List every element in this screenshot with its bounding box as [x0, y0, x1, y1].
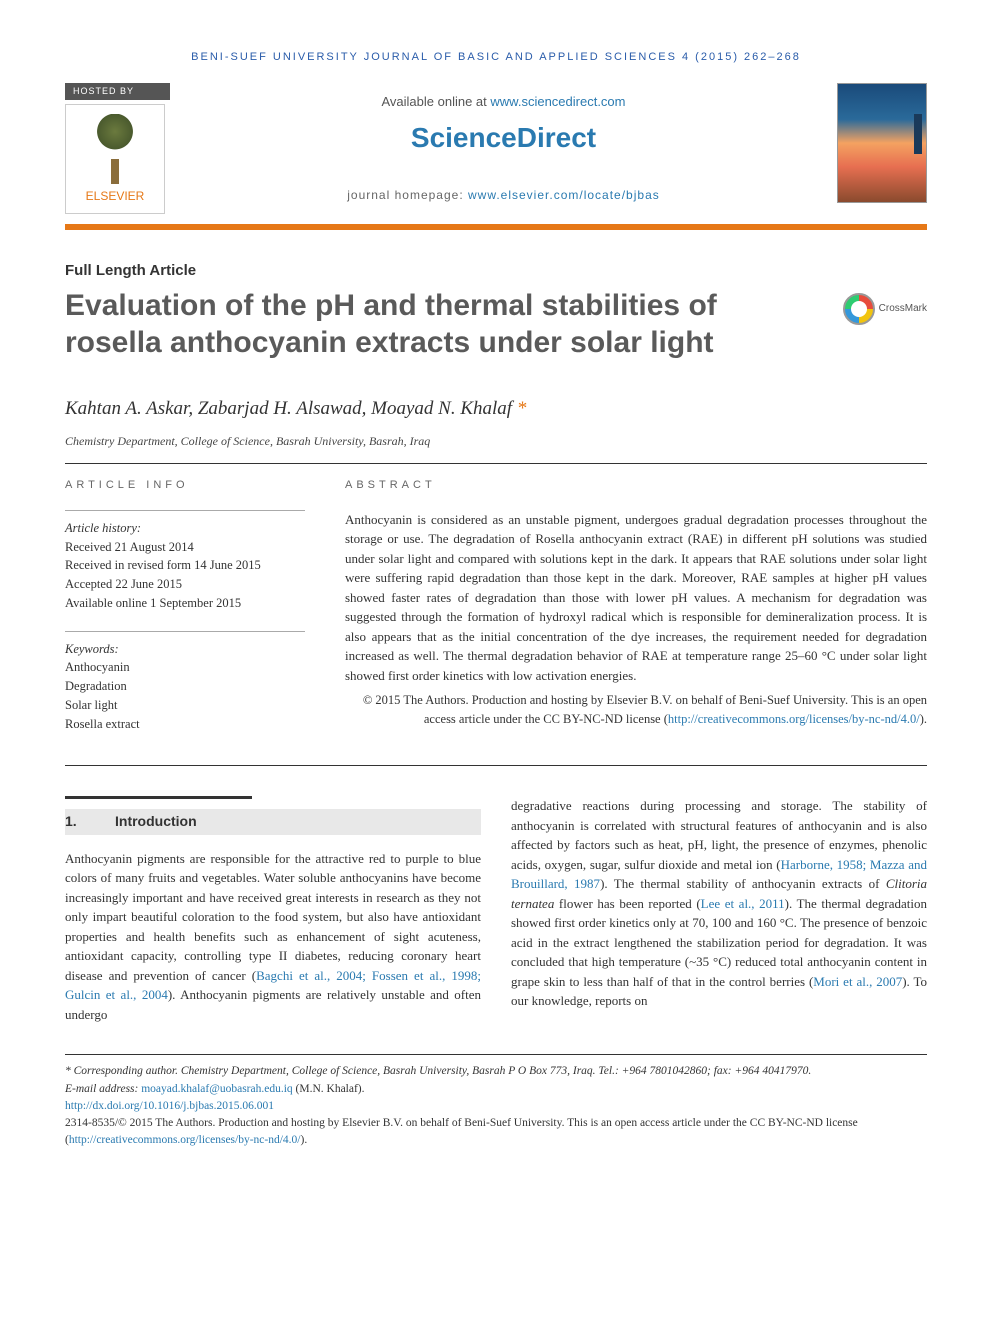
body-paragraph: Anthocyanin pigments are responsible for…: [65, 849, 481, 1025]
keyword: Rosella extract: [65, 715, 305, 734]
elsevier-logo[interactable]: ELSEVIER: [65, 104, 165, 214]
journal-homepage-link[interactable]: www.elsevier.com/locate/bjbas: [468, 188, 660, 202]
history-accepted: Accepted 22 June 2015: [65, 575, 305, 594]
elsevier-tree-icon: [85, 114, 145, 184]
center-header: Available online at www.sciencedirect.co…: [170, 83, 837, 213]
corresponding-mark: *: [517, 398, 527, 419]
header-row: HOSTED BY ELSEVIER Available online at w…: [65, 83, 927, 214]
section-rule: [65, 796, 252, 799]
title-row: Evaluation of the pH and thermal stabili…: [65, 287, 927, 362]
email-label: E-mail address:: [65, 1083, 141, 1095]
crossmark-label: CrossMark: [879, 302, 927, 316]
section-number: 1.: [65, 812, 115, 832]
available-online-label: Available online at: [381, 94, 490, 109]
corresponding-author-note: * Corresponding author. Chemistry Depart…: [65, 1063, 927, 1080]
body-text: Anthocyanin pigments are responsible for…: [65, 851, 481, 983]
hosted-by-label: HOSTED BY: [65, 83, 170, 100]
accent-bar: [65, 224, 927, 230]
email-author: (M.N. Khalaf).: [293, 1083, 365, 1095]
abstract-text: Anthocyanin is considered as an unstable…: [345, 510, 927, 686]
sciencedirect-url[interactable]: www.sciencedirect.com: [490, 94, 625, 109]
authors: Kahtan A. Askar, Zabarjad H. Alsawad, Mo…: [65, 396, 927, 423]
elsevier-text: ELSEVIER: [86, 188, 145, 205]
body-column-left: 1.Introduction Anthocyanin pigments are …: [65, 796, 481, 1024]
article-info-column: ARTICLE INFO Article history: Received 2…: [65, 478, 305, 751]
keyword: Anthocyanin: [65, 658, 305, 677]
body-columns: 1.Introduction Anthocyanin pigments are …: [65, 796, 927, 1024]
citation-link[interactable]: Lee et al., 2011: [701, 896, 785, 911]
body-text: flower has been reported (: [554, 896, 700, 911]
copyright-close: ).: [920, 712, 927, 726]
history-revised: Received in revised form 14 June 2015: [65, 556, 305, 575]
email-link[interactable]: moayad.khalaf@uobasrah.edu.iq: [141, 1083, 292, 1095]
corresponding-text: * Corresponding author. Chemistry Depart…: [65, 1065, 811, 1077]
section-title: Introduction: [115, 813, 197, 829]
journal-homepage-label: journal homepage:: [347, 188, 468, 202]
available-online: Available online at www.sciencedirect.co…: [190, 93, 817, 111]
meta-abstract-row: ARTICLE INFO Article history: Received 2…: [65, 478, 927, 751]
article-title: Evaluation of the pH and thermal stabili…: [65, 287, 843, 362]
publisher-box: HOSTED BY ELSEVIER: [65, 83, 170, 214]
affiliation: Chemistry Department, College of Science…: [65, 433, 927, 450]
footnotes: * Corresponding author. Chemistry Depart…: [65, 1054, 927, 1149]
article-info-label: ARTICLE INFO: [65, 478, 305, 493]
keywords-block: Keywords: Anthocyanin Degradation Solar …: [65, 631, 305, 734]
abstract-column: ABSTRACT Anthocyanin is considered as an…: [345, 478, 927, 751]
history-online: Available online 1 September 2015: [65, 594, 305, 613]
authors-list: Kahtan A. Askar, Zabarjad H. Alsawad, Mo…: [65, 398, 517, 419]
journal-homepage: journal homepage: www.elsevier.com/locat…: [190, 187, 817, 204]
keyword: Solar light: [65, 696, 305, 715]
keywords-head: Keywords:: [65, 640, 305, 659]
crossmark-icon: [843, 293, 875, 325]
abstract-label: ABSTRACT: [345, 478, 927, 493]
email-line: E-mail address: moayad.khalaf@uobasrah.e…: [65, 1081, 927, 1098]
page: BENI-SUEF UNIVERSITY JOURNAL OF BASIC AN…: [0, 0, 992, 1190]
article-type: Full Length Article: [65, 260, 927, 281]
cc-license-link-footer[interactable]: http://creativecommons.org/licenses/by-n…: [69, 1134, 301, 1146]
divider: [65, 765, 927, 766]
issn-copyright: 2314-8535/© 2015 The Authors. Production…: [65, 1115, 927, 1150]
copyright: © 2015 The Authors. Production and hosti…: [345, 691, 927, 729]
doi-link[interactable]: http://dx.doi.org/10.1016/j.bjbas.2015.0…: [65, 1100, 274, 1112]
citation-link[interactable]: Mori et al., 2007: [813, 974, 902, 989]
body-text: ). The thermal stability of anthocyanin …: [600, 876, 886, 891]
issn-close: ).: [301, 1134, 308, 1146]
crossmark-badge[interactable]: CrossMark: [843, 293, 927, 325]
body-column-right: degradative reactions during processing …: [511, 796, 927, 1024]
section-heading: 1.Introduction: [65, 809, 481, 835]
history-head: Article history:: [65, 519, 305, 538]
article-history: Article history: Received 21 August 2014…: [65, 510, 305, 613]
keyword: Degradation: [65, 677, 305, 696]
history-received: Received 21 August 2014: [65, 538, 305, 557]
journal-cover-thumbnail[interactable]: [837, 83, 927, 203]
body-paragraph: degradative reactions during processing …: [511, 796, 927, 1011]
divider: [65, 463, 927, 464]
journal-header: BENI-SUEF UNIVERSITY JOURNAL OF BASIC AN…: [65, 50, 927, 65]
sciencedirect-logo[interactable]: ScienceDirect: [190, 118, 817, 157]
cc-license-link[interactable]: http://creativecommons.org/licenses/by-n…: [668, 712, 920, 726]
